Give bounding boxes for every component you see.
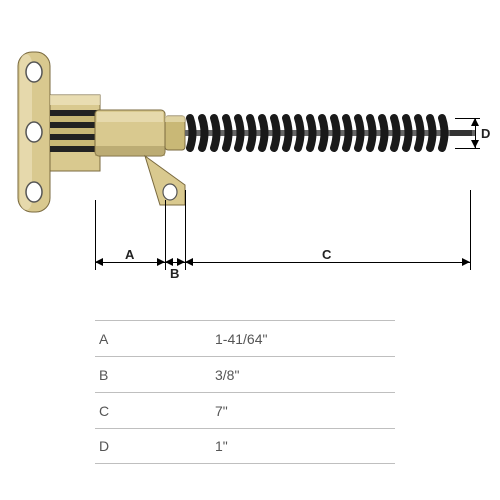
dim-label: A: [95, 331, 215, 347]
table-row: D 1": [95, 428, 395, 464]
table-row: A 1-41/64": [95, 320, 395, 356]
dim-a-letter: A: [123, 247, 136, 262]
guide-line: [470, 190, 471, 270]
arrow-icon: [185, 258, 193, 266]
dim-a-line: [95, 262, 165, 263]
arrow-icon: [462, 258, 470, 266]
table-row: B 3/8": [95, 356, 395, 392]
dim-b-letter: B: [170, 266, 179, 281]
dim-value: 1-41/64": [215, 331, 267, 347]
table-row: C 7": [95, 392, 395, 428]
dim-c-letter: C: [320, 247, 333, 262]
arrow-icon: [95, 258, 103, 266]
dim-value: 7": [215, 403, 228, 419]
dimensions-table: A 1-41/64" B 3/8" C 7" D 1": [95, 320, 395, 464]
dim-label: D: [95, 438, 215, 454]
dim-c-line: [185, 262, 470, 263]
dim-d-letter: D: [481, 126, 490, 141]
arrow-icon: [165, 258, 173, 266]
dim-value: 3/8": [215, 367, 239, 383]
dim-label: B: [95, 367, 215, 383]
arrow-icon: [471, 140, 479, 148]
diagram-area: A B C D: [0, 40, 500, 280]
arrow-icon: [157, 258, 165, 266]
product-illustration: [0, 40, 500, 240]
dim-value: 1": [215, 438, 228, 454]
arrow-icon: [177, 258, 185, 266]
arrow-icon: [471, 118, 479, 126]
guide-line: [455, 148, 480, 149]
dim-label: C: [95, 403, 215, 419]
